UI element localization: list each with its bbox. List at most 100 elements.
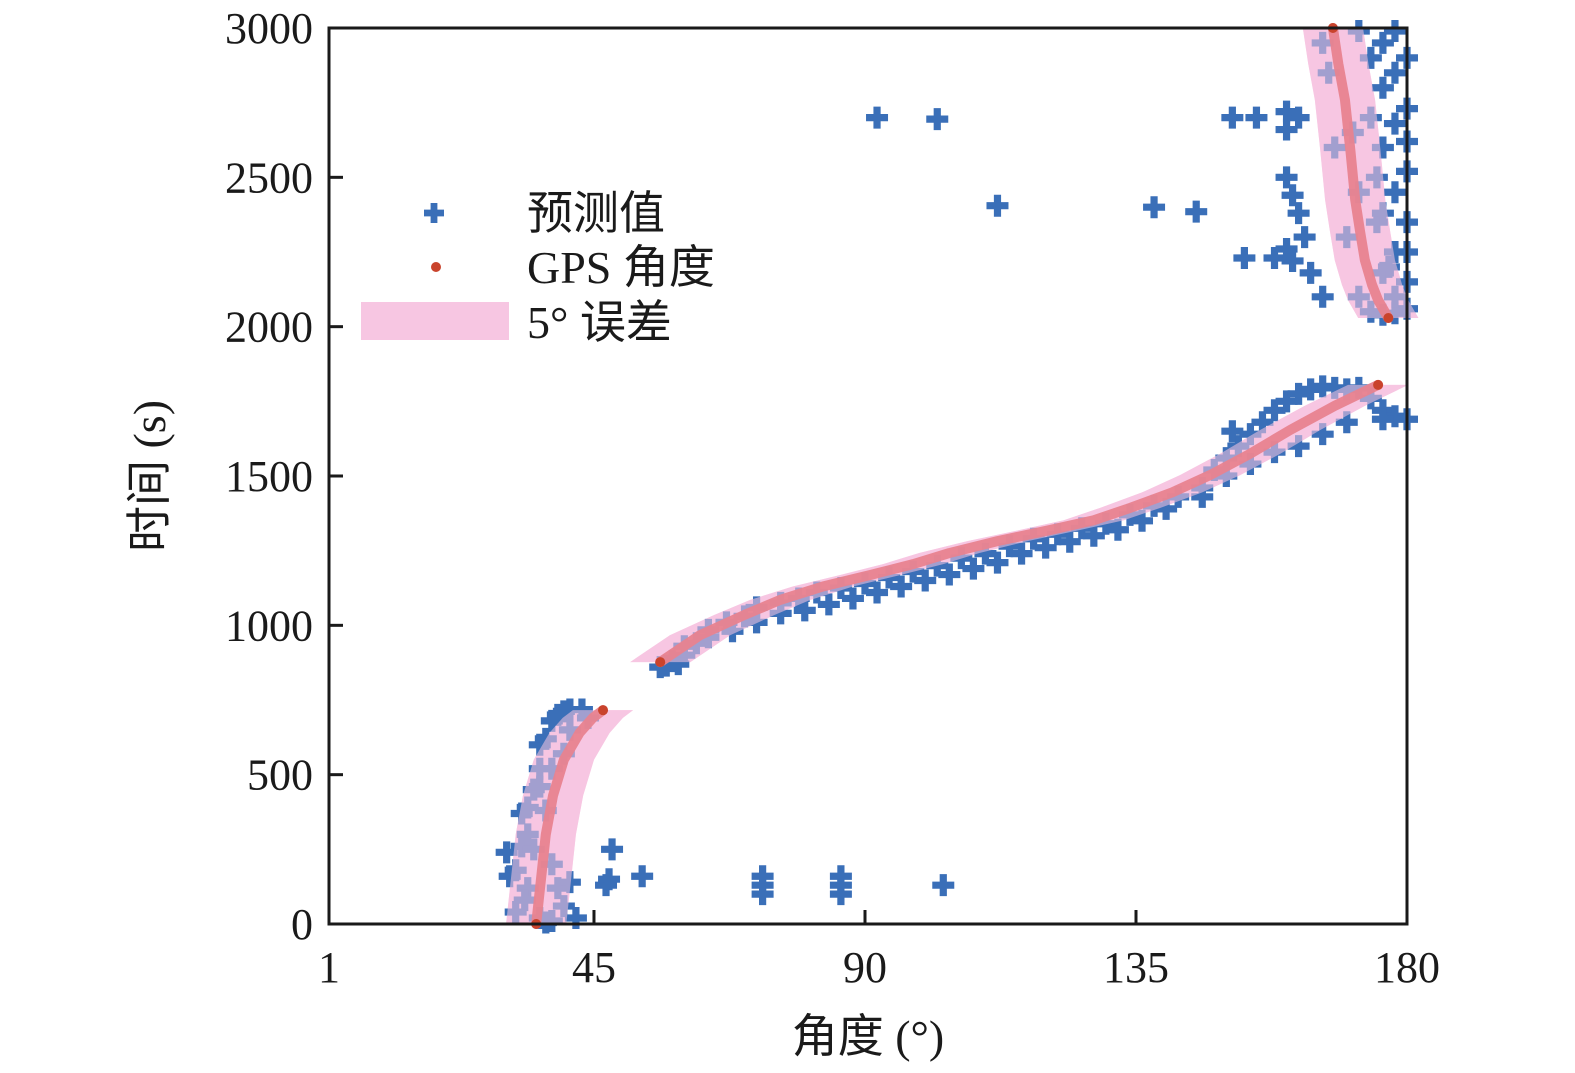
- x-tick-label: 180: [1374, 943, 1440, 992]
- predicted-point: [817, 593, 840, 616]
- predicted-point: [1287, 106, 1310, 129]
- y-tick-label: 0: [291, 900, 313, 949]
- axes-frame: [327, 26, 1409, 926]
- legend-label-predicted: 预测值: [527, 188, 665, 239]
- legend-item-predicted: 预测值: [424, 188, 665, 239]
- predicted-point: [1275, 166, 1298, 189]
- predicted-point: [649, 656, 672, 679]
- predicted-point: [1281, 184, 1304, 207]
- x-tick-label: 90: [843, 943, 887, 992]
- predicted-point: [1185, 200, 1208, 223]
- predicted-point: [1287, 202, 1310, 225]
- predicted-point: [1371, 76, 1394, 99]
- predicted-points: [495, 19, 1418, 934]
- predicted-point: [1263, 246, 1286, 269]
- plus-marker-icon: [424, 203, 444, 224]
- predicted-point: [564, 907, 587, 930]
- error-band-overlay-1: [630, 384, 1409, 663]
- predicted-point: [495, 841, 518, 864]
- predicted-point: [570, 698, 593, 721]
- x-tick-label: 135: [1103, 943, 1169, 992]
- gps-point: [598, 705, 609, 716]
- predicted-point: [986, 194, 1009, 217]
- predicted-point: [1383, 241, 1406, 263]
- y-tick-label: 2500: [225, 153, 313, 202]
- legend-plus-shape: [424, 203, 444, 224]
- predicted-point: [1299, 378, 1322, 401]
- predicted-point: [866, 581, 889, 604]
- predicted-point: [1275, 390, 1298, 413]
- gps-lines: [531, 23, 1394, 929]
- predicted-point: [1371, 136, 1394, 159]
- predicted-point: [1082, 524, 1105, 547]
- predicted-point: [1293, 226, 1316, 249]
- predicted-point: [1311, 285, 1334, 308]
- legend-item-gps: GPS 角度: [431, 242, 715, 293]
- x-axis-label: 角度 (°): [792, 1011, 945, 1062]
- predicted-point: [1371, 408, 1394, 431]
- predicted-point: [769, 602, 792, 625]
- predicted-point: [1233, 246, 1256, 269]
- predicted-point: [1287, 382, 1310, 405]
- predicted-point: [1058, 530, 1081, 553]
- error-bands: [506, 28, 1419, 924]
- predicted-point: [1359, 46, 1382, 69]
- predicted-point: [1275, 118, 1298, 141]
- predicted-point: [1299, 261, 1322, 284]
- dot-marker-icon: [431, 262, 441, 272]
- predicted-point: [1275, 238, 1298, 261]
- predicted-point: [1383, 112, 1406, 135]
- predicted-point: [598, 868, 621, 891]
- predicted-point: [793, 599, 816, 622]
- predicted-point: [1106, 518, 1129, 541]
- predicted-point: [1383, 405, 1406, 428]
- predicted-point: [1287, 435, 1310, 458]
- predicted-point: [1311, 423, 1334, 446]
- predicted-point: [1155, 497, 1178, 520]
- predicted-point: [1323, 376, 1346, 399]
- predicted-point: [1131, 509, 1154, 532]
- y-tick-label: 3000: [225, 4, 313, 53]
- x-ticks: 1 45 90 135 180: [318, 910, 1440, 992]
- gps-point: [1373, 379, 1384, 390]
- axes: [327, 26, 1409, 926]
- predicted-point: [601, 838, 624, 861]
- error-bands-overlay: [506, 28, 1419, 924]
- predicted-point: [631, 865, 654, 888]
- plot-area: [495, 19, 1419, 934]
- predicted-point: [926, 108, 949, 131]
- predicted-point: [1221, 106, 1244, 129]
- predicted-point: [528, 733, 551, 756]
- predicted-point: [1371, 31, 1394, 54]
- predicted-point: [1383, 181, 1406, 204]
- y-tick-label: 500: [247, 751, 313, 800]
- predicted-point: [1311, 375, 1334, 398]
- legend-label-band: 5° 误差: [527, 297, 672, 348]
- gps-line-0: [531, 705, 609, 929]
- y-tick-label: 1000: [225, 601, 313, 650]
- predicted-point: [1034, 536, 1057, 559]
- predicted-point: [1191, 485, 1214, 508]
- predicted-point: [534, 727, 557, 750]
- legend-item-band: 5° 误差: [361, 297, 672, 348]
- predicted-point: [1281, 249, 1304, 272]
- predicted-point: [962, 557, 985, 580]
- predicted-point: [558, 698, 581, 721]
- predicted-point: [974, 542, 997, 565]
- legend: 预测值 GPS 角度 5° 误差: [361, 188, 715, 348]
- predicted-point: [1335, 411, 1358, 434]
- y-ticks: 0 500 1000 1500 2000 2500 3000: [225, 4, 343, 949]
- gps-line-2: [1327, 23, 1394, 324]
- predicted-point: [998, 535, 1021, 558]
- legend-label-gps: GPS 角度: [527, 242, 715, 293]
- predicted-point: [829, 865, 852, 888]
- predicted-point: [751, 865, 774, 888]
- gps-point: [1383, 313, 1394, 324]
- gps-line-1: [655, 379, 1384, 668]
- predicted-point: [498, 865, 521, 888]
- predicted-point: [914, 569, 937, 592]
- predicted-point: [1221, 420, 1244, 443]
- predicted-point: [841, 587, 864, 610]
- predicted-point: [1245, 106, 1268, 129]
